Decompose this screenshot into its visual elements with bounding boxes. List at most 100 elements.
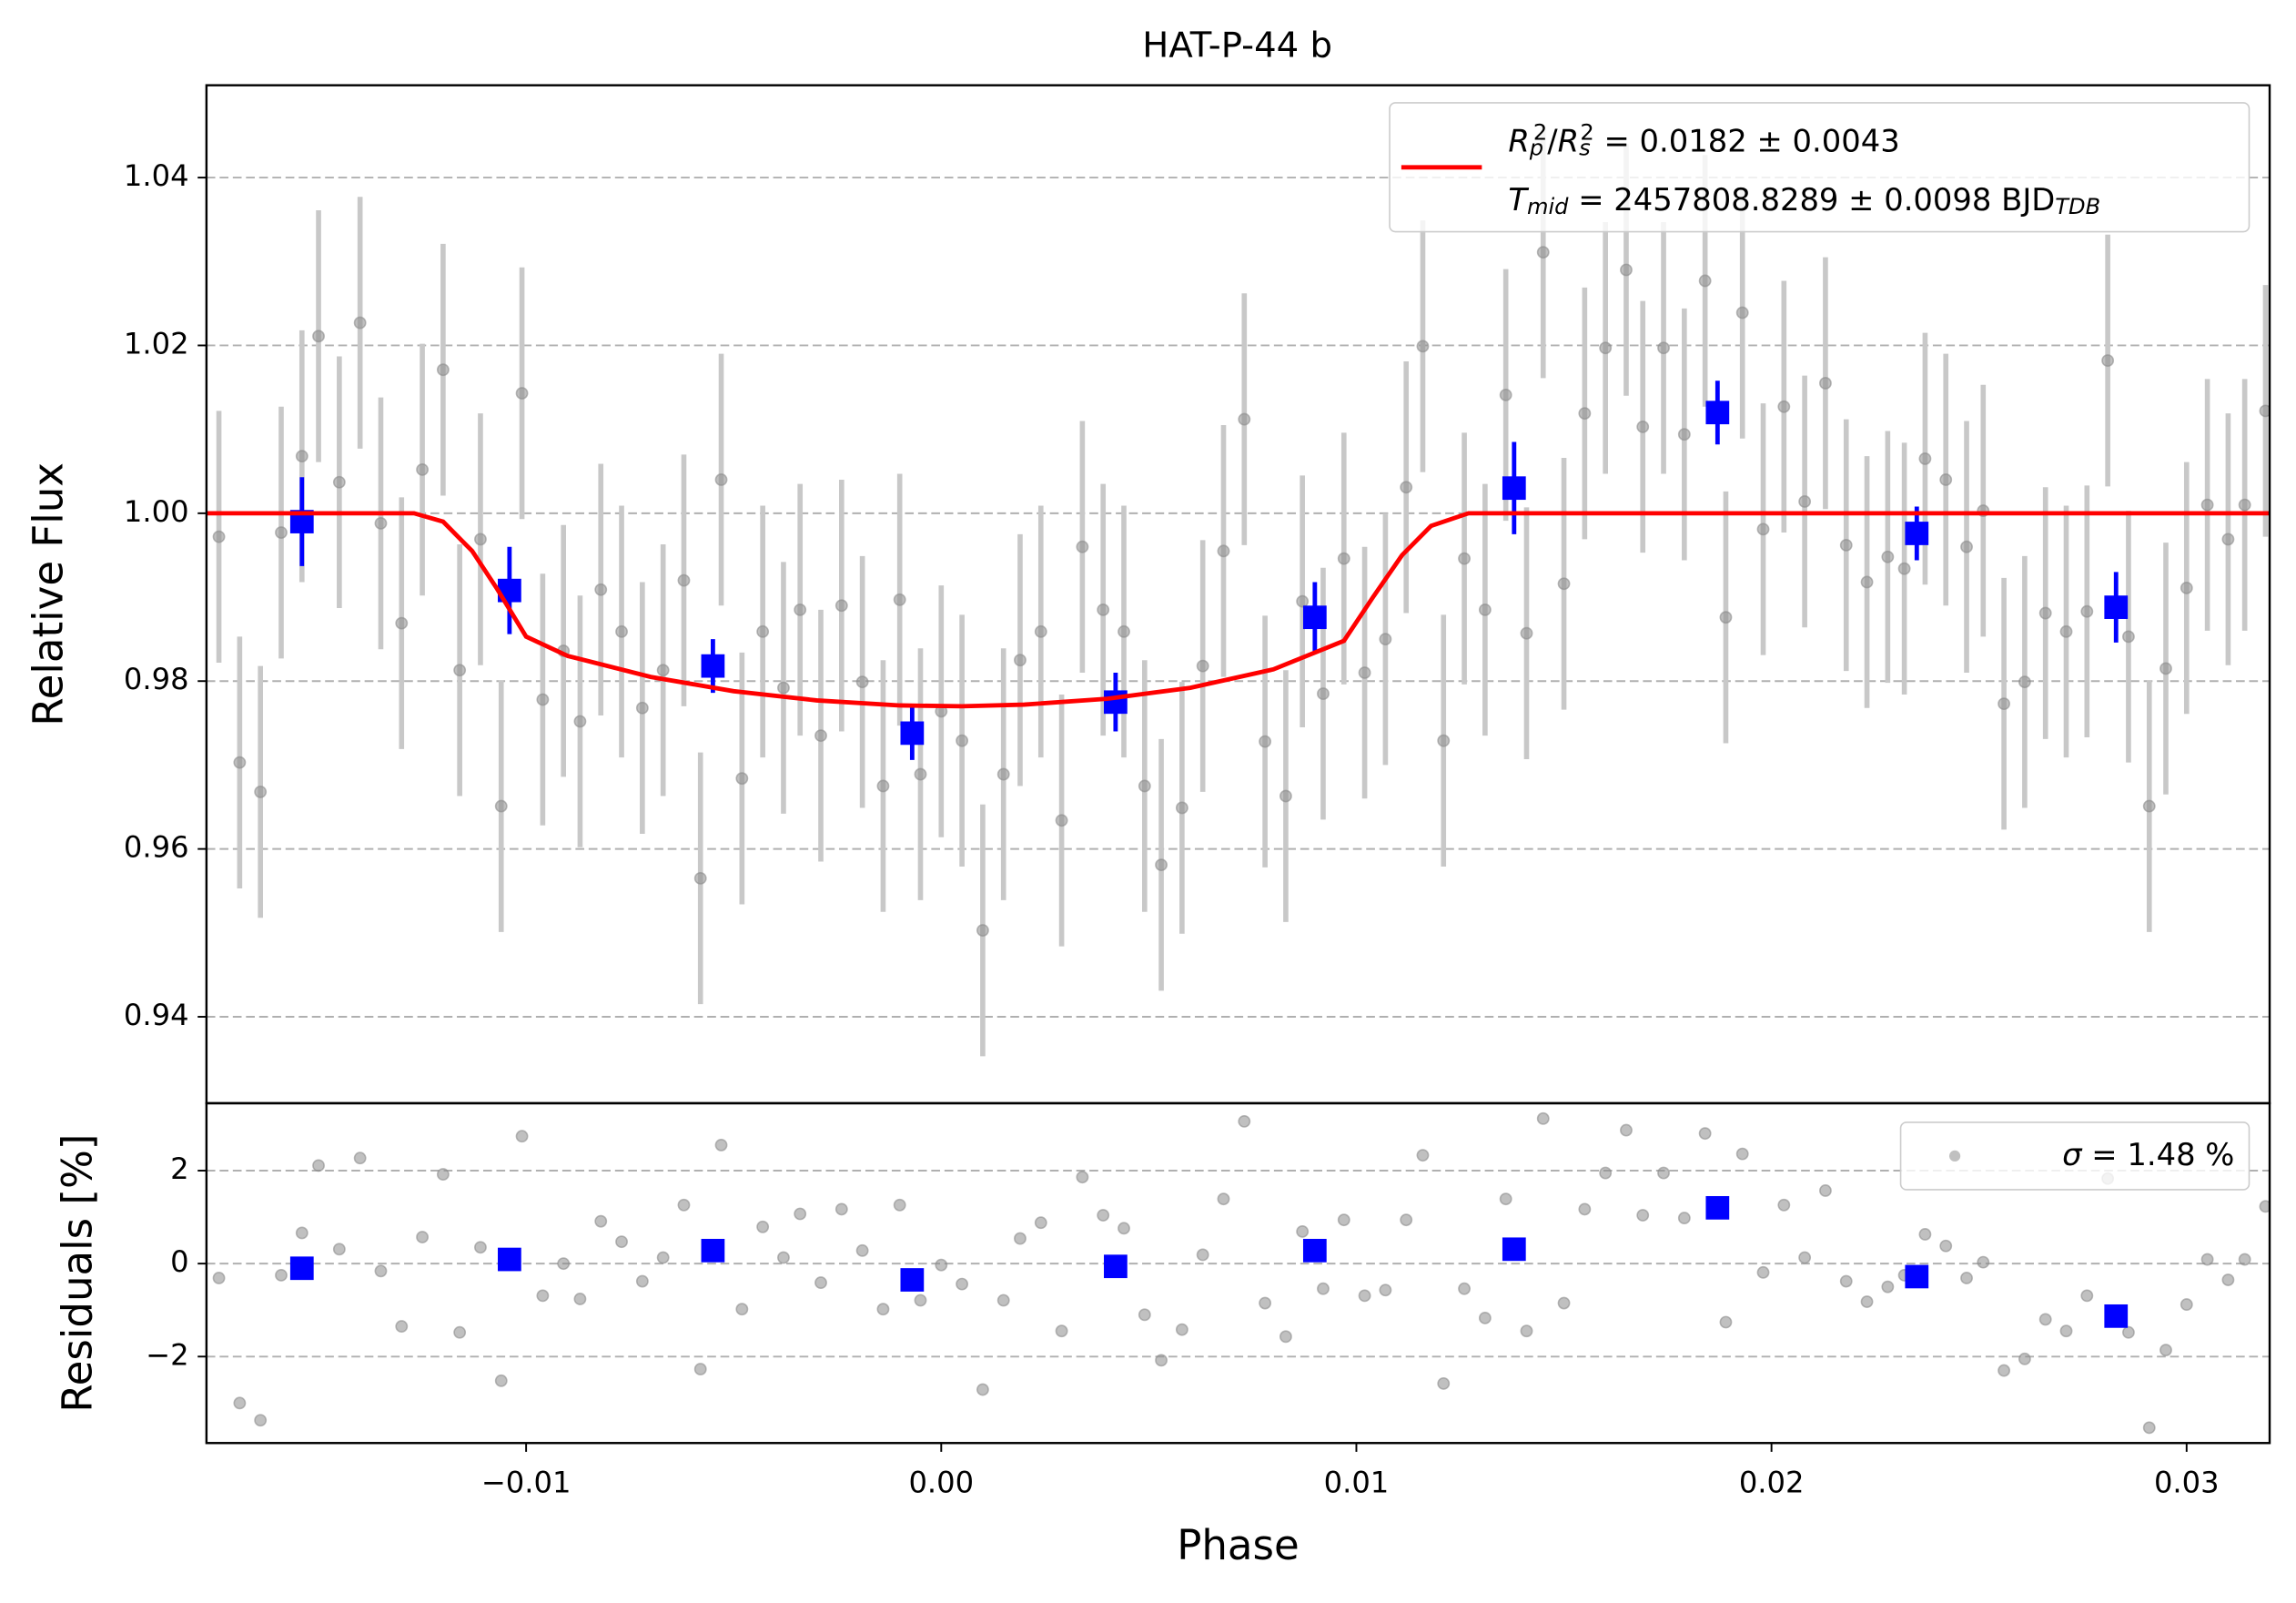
plot-area — [212, 1111, 2271, 1435]
data-point — [289, 1256, 314, 1281]
data-point — [332, 1243, 346, 1256]
data-point — [935, 1258, 948, 1272]
data-point — [1960, 540, 1973, 553]
data-point — [1939, 473, 1953, 486]
data-point — [1302, 1238, 1327, 1263]
data-point — [893, 1198, 906, 1212]
data-point — [254, 1414, 268, 1427]
data-point — [353, 316, 367, 330]
data-point — [1155, 1354, 1168, 1367]
data-point — [893, 593, 906, 606]
legend-text: 2 — [1533, 120, 1547, 146]
data-point — [1014, 1232, 1027, 1245]
data-point — [1502, 476, 1526, 501]
legend-text: = 2457808.8289 ± 0.0098 BJD — [1568, 181, 2055, 217]
data-point — [1705, 401, 1730, 425]
data-point — [1939, 1239, 1953, 1253]
data-point — [536, 693, 550, 706]
data-point — [635, 1274, 649, 1288]
data-point — [1536, 1111, 1550, 1125]
data-point — [1076, 540, 1089, 553]
data-point — [374, 516, 388, 530]
data-point — [436, 1168, 450, 1182]
data-point — [1175, 801, 1188, 815]
data-point — [956, 734, 969, 747]
data-point — [1657, 1166, 1670, 1180]
legend-text: mid — [1527, 194, 1569, 219]
data-point — [1705, 1195, 1730, 1220]
data-point — [515, 1130, 529, 1143]
data-point — [2159, 662, 2172, 675]
data-point — [275, 1268, 288, 1282]
data-point — [956, 1277, 969, 1291]
data-point — [656, 664, 670, 677]
data-point — [1238, 1114, 1251, 1128]
data-point — [1337, 552, 1350, 565]
data-point — [1458, 552, 1471, 565]
data-point — [693, 1363, 707, 1375]
legend-text: TDB — [2055, 194, 2100, 219]
legend-label: Tmid = 2457808.8289 ± 0.0098 BJDTDB — [1508, 181, 2100, 219]
data-point — [1437, 1376, 1451, 1390]
data-point — [1839, 538, 1853, 552]
data-point — [1400, 481, 1413, 494]
data-point — [900, 1268, 925, 1292]
data-point — [756, 624, 770, 638]
data-point — [1358, 1289, 1371, 1303]
data-point — [1735, 1147, 1749, 1161]
data-point — [233, 1396, 247, 1410]
y-tick-label: 0.96 — [124, 830, 189, 865]
data-point — [1798, 495, 1812, 508]
data-point — [474, 1241, 487, 1254]
y-tick-label: 0.98 — [124, 662, 189, 696]
legend-box — [1899, 1121, 2250, 1191]
data-point — [1104, 690, 1128, 715]
data-point — [1437, 734, 1451, 747]
legend-text: p — [1529, 136, 1543, 161]
data-point — [233, 756, 247, 769]
plot-area — [206, 126, 2271, 1057]
y-tick-label: 0 — [170, 1244, 188, 1279]
data-point — [1155, 858, 1168, 872]
x-tick-label: −0.01 — [481, 1465, 571, 1499]
y-tick-label: 2 — [170, 1152, 188, 1186]
legend-text: R — [1558, 123, 1579, 158]
data-point — [1499, 1192, 1512, 1206]
data-point — [2038, 1313, 2052, 1326]
data-point — [876, 779, 890, 793]
data-point — [914, 1294, 927, 1307]
legend-text: = 1.48 % — [2082, 1136, 2235, 1172]
data-point — [1636, 1209, 1650, 1222]
x-tick-label: 0.03 — [2154, 1465, 2220, 1499]
data-point — [855, 675, 869, 689]
data-point — [976, 924, 989, 937]
data-point — [656, 1251, 670, 1264]
data-point — [2200, 498, 2214, 512]
data-point — [714, 1139, 728, 1152]
data-point — [453, 664, 467, 677]
data-point — [834, 1202, 848, 1216]
data-point — [1998, 697, 2011, 711]
data-point — [275, 526, 288, 539]
data-point — [1118, 1222, 1130, 1235]
data-point — [677, 1198, 691, 1212]
data-point — [295, 1226, 308, 1240]
data-point — [2104, 1304, 2129, 1328]
data-point — [1977, 1255, 1990, 1269]
legend-swatch — [1948, 1150, 1961, 1162]
data-point — [1358, 666, 1371, 679]
data-point — [876, 1303, 890, 1316]
chart-title: HAT-P-44 b — [1142, 25, 1332, 66]
data-point — [1798, 1251, 1812, 1264]
data-point — [2059, 624, 2073, 638]
data-point — [536, 1289, 550, 1303]
data-point — [1620, 1123, 1633, 1137]
data-point — [1599, 1166, 1613, 1180]
x-tick-label: 0.01 — [1324, 1465, 1390, 1499]
legend-text: 2 — [1580, 120, 1593, 146]
y-tick-label: 1.02 — [124, 326, 189, 360]
data-point — [1502, 1237, 1526, 1262]
data-point — [498, 1247, 521, 1272]
